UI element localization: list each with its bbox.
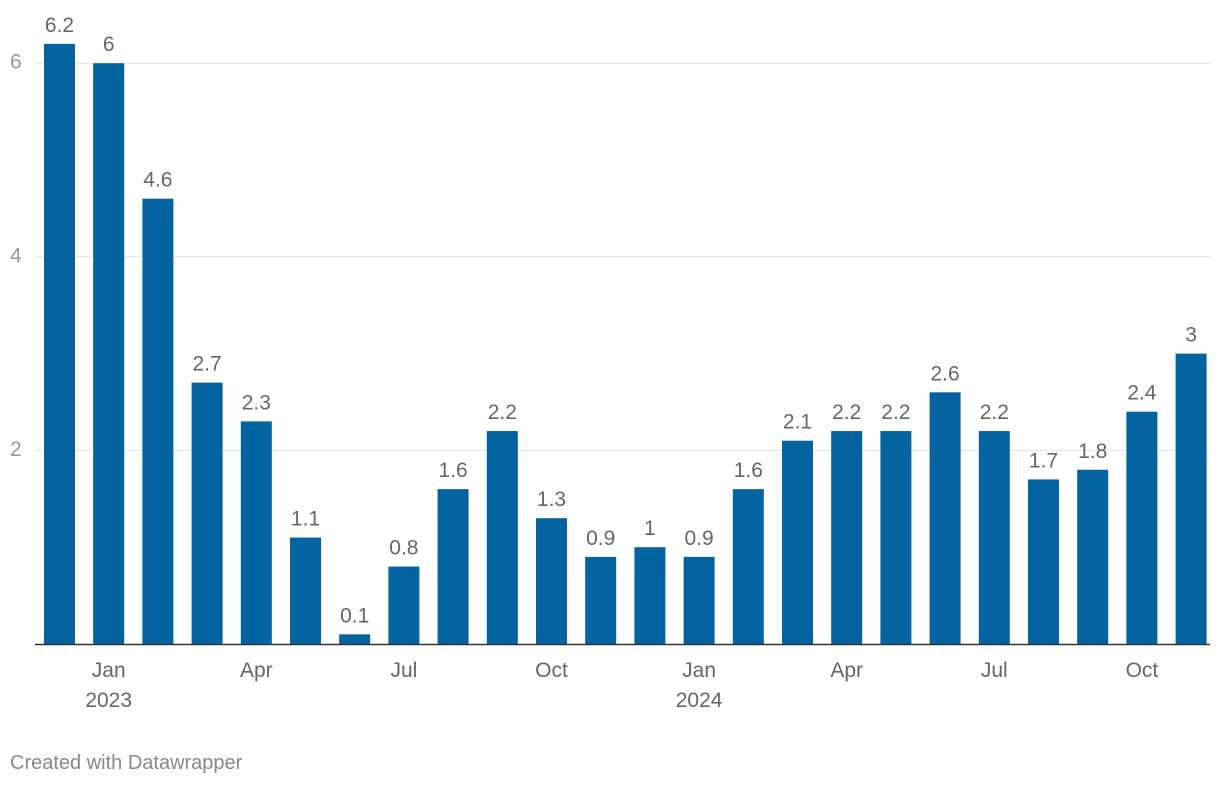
value-label: 2.3 [242,391,271,414]
x-tick-label: Jan [92,659,126,682]
value-label: 6.2 [45,14,74,37]
x-tick-label: Oct [1126,659,1159,682]
bar [782,440,813,644]
bar [339,634,371,644]
bar [929,392,961,644]
bar [1175,353,1207,644]
value-label: 1.6 [734,459,763,482]
bar [978,431,1010,644]
bar [486,431,518,644]
credit-footer: Created with Datawrapper [10,752,243,774]
value-label: 2.2 [881,401,910,424]
value-label: 2.6 [930,362,959,385]
axes: 2 4 6 Jan 2023 Apr Jul Oct Jan 2024 Apr Jul Oct [10,51,1210,712]
value-label: 0.9 [586,527,615,550]
value-label: 2.1 [783,411,812,434]
bar [388,566,420,644]
x-tick-label: Jul [981,659,1008,682]
y-tick-label: 4 [10,244,22,267]
value-label: 0.9 [684,527,713,550]
y-tick-label: 6 [10,51,22,74]
bar [634,547,666,644]
value-label: 2.2 [832,401,861,424]
bar [191,382,223,644]
y-tick-label: 2 [10,438,22,461]
value-label: 2.4 [1127,382,1157,405]
bar [1126,411,1158,644]
value-label: 1.8 [1078,440,1107,463]
bar [585,556,617,644]
value-label: 1.3 [537,488,566,511]
bar [44,43,75,644]
bar-chart: 6.2 6 4.6 2.7 2.3 1.1 0.1 0.8 1.6 2.2 1.3 0.9 1 0.9 1.… [10,14,1210,712]
bar [93,63,125,644]
value-label: 2.2 [980,401,1009,424]
bar [290,537,321,644]
gridlines [35,62,1210,451]
x-tick-label: Oct [535,659,568,682]
bar [536,518,567,644]
value-label: 1 [644,517,656,540]
value-label: 2.7 [192,353,221,376]
value-label: 6 [103,33,115,56]
value-label: 0.8 [389,537,418,560]
bar [1028,479,1059,644]
bar [1077,469,1109,644]
value-label: 1.7 [1029,449,1058,472]
bar [683,556,715,644]
x-tick-year-label: 2024 [676,689,723,712]
bar [880,431,912,644]
bars [44,43,1207,644]
value-label: 3 [1185,324,1197,347]
x-tick-label: Apr [240,659,273,682]
value-label: 0.1 [340,604,369,627]
bar [831,431,863,644]
x-tick-label: Apr [830,659,863,682]
value-labels: 6.2 6 4.6 2.7 2.3 1.1 0.1 0.8 1.6 2.2 1.3 0.9 1 0.9 1.… [45,14,1197,627]
bar [240,421,272,644]
value-label: 2.2 [488,401,517,424]
value-label: 1.6 [438,459,467,482]
bar [437,489,469,644]
bar [732,489,764,644]
x-tick-year-label: 2023 [85,689,132,712]
x-tick-label: Jul [390,659,417,682]
value-label: 1.1 [291,508,320,531]
bar [142,198,174,644]
value-label: 4.6 [143,169,172,192]
x-tick-label: Jan [682,659,716,682]
